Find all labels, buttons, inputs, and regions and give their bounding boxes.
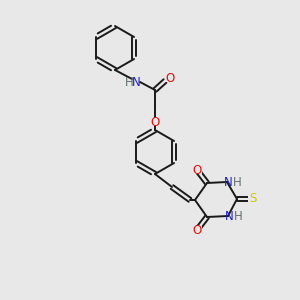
- Text: N: N: [225, 209, 234, 223]
- Text: H: H: [234, 209, 243, 223]
- Bar: [150, 118, 160, 126]
- Text: N: N: [224, 176, 233, 188]
- Bar: [230, 178, 244, 186]
- Text: H: H: [233, 176, 242, 188]
- Bar: [192, 166, 202, 174]
- Bar: [192, 226, 202, 234]
- Text: H: H: [124, 76, 134, 88]
- Text: O: O: [192, 164, 202, 176]
- Text: O: O: [165, 71, 175, 85]
- Text: O: O: [150, 116, 160, 128]
- Text: S: S: [249, 193, 257, 206]
- Text: N: N: [132, 76, 140, 88]
- Bar: [231, 212, 245, 220]
- Bar: [165, 74, 175, 82]
- Bar: [248, 195, 258, 203]
- Text: O: O: [192, 224, 202, 236]
